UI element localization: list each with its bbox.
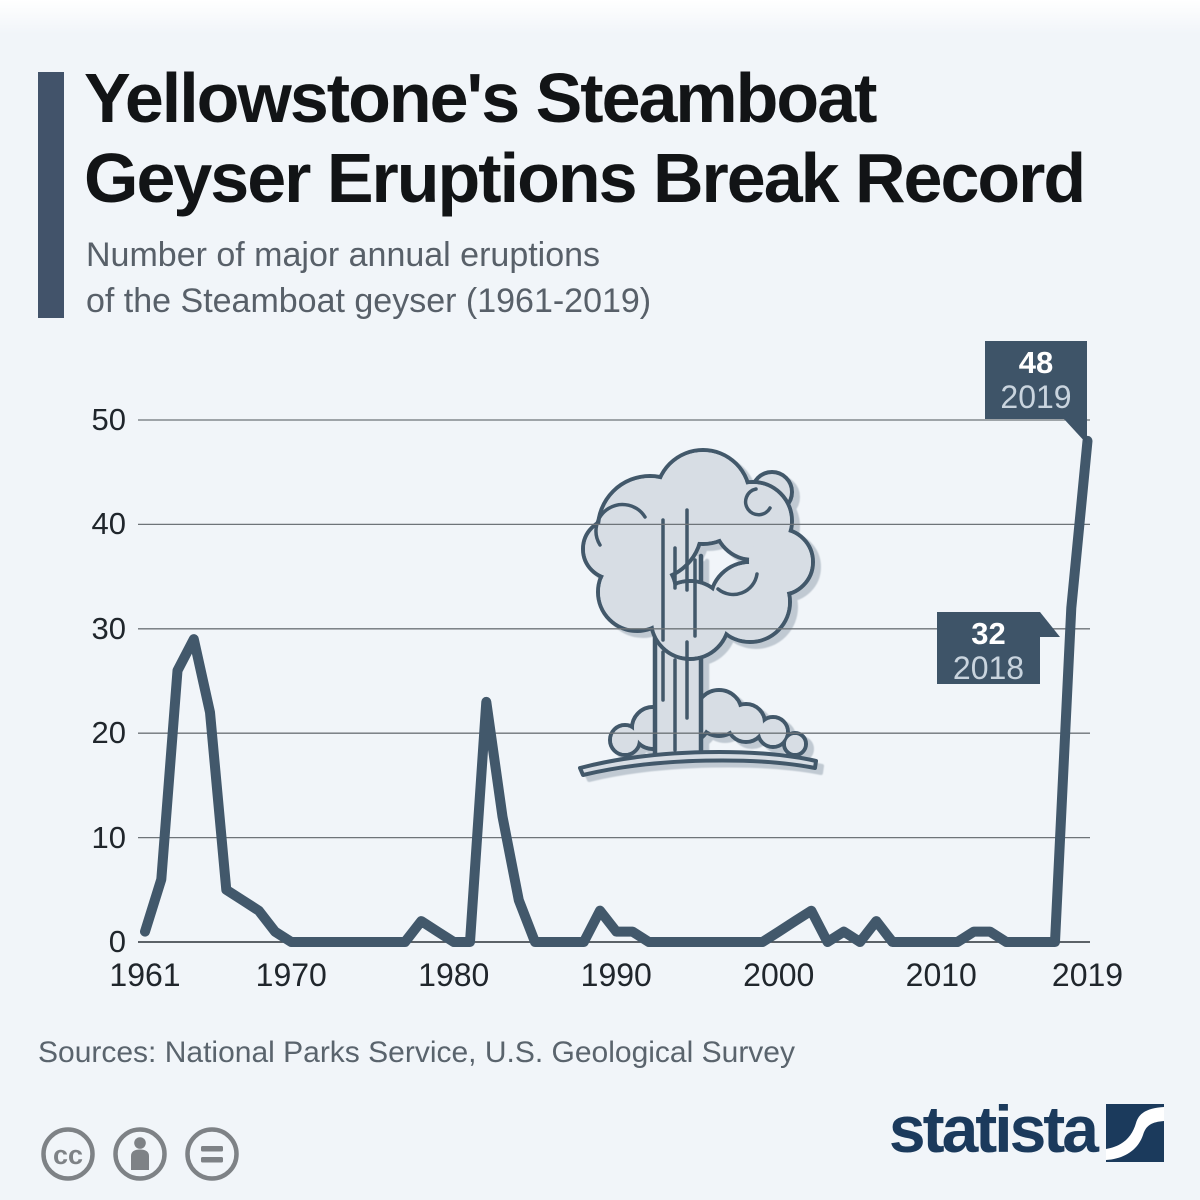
eruptions-data-line <box>140 435 1093 947</box>
x-tick-label-2000: 2000 <box>743 957 815 993</box>
y-tick-label-40: 40 <box>91 506 126 542</box>
x-tick-label-1980: 1980 <box>418 957 490 993</box>
x-tick-label-1970: 1970 <box>255 957 327 993</box>
page-title-line-2: Geyser Eruptions Break Record <box>84 139 1086 217</box>
attribution-icon[interactable] <box>113 1127 167 1181</box>
statista-logo[interactable]: statista <box>889 1096 1164 1162</box>
page-title: Yellowstone's Steamboat Geyser Eruptions… <box>84 58 1174 218</box>
y-tick-label-0: 0 <box>108 924 126 959</box>
y-tick-label-30: 30 <box>91 610 126 646</box>
title-accent-bar <box>38 72 64 318</box>
statista-wordmark: statista <box>888 1092 1099 1166</box>
x-tick-label-2019: 2019 <box>1051 957 1124 993</box>
callout-2018-year: 2018 <box>952 650 1025 686</box>
callout-2018: 32 2018 <box>937 612 1060 686</box>
statista-logo-mark <box>1106 1104 1164 1162</box>
cc-icon[interactable]: cc <box>41 1127 95 1181</box>
x-tick-label-1961: 1961 <box>109 957 181 993</box>
y-tick-label-10: 10 <box>91 819 126 855</box>
cc-license-badge[interactable]: cc <box>38 1122 248 1191</box>
equals-icon[interactable] <box>185 1127 239 1181</box>
x-tick-label-2010: 2010 <box>905 957 977 993</box>
sources-text: Sources: National Parks Service, U.S. Ge… <box>38 1036 795 1069</box>
callout-2019: 48 2019 <box>985 341 1087 444</box>
callout-2018-value: 32 <box>971 616 1006 651</box>
x-tick-label-1990: 1990 <box>580 957 652 993</box>
page-title-line-1: Yellowstone's Steamboat <box>84 59 877 137</box>
chart-subtitle: Number of major annual eruptions of the … <box>86 232 986 324</box>
y-tick-label-50: 50 <box>91 402 126 437</box>
top-sheen <box>0 0 1200 34</box>
callout-2019-value: 48 <box>1018 345 1054 380</box>
chart-subtitle-line-2: of the Steamboat geyser (1961-2019) <box>86 282 652 320</box>
y-tick-label-20: 20 <box>91 715 126 751</box>
geyser-illustration <box>578 448 818 777</box>
svg-text:cc: cc <box>53 1140 83 1170</box>
callout-2019-year: 2019 <box>1000 379 1072 415</box>
chart-subtitle-line-1: Number of major annual eruptions <box>86 236 601 274</box>
